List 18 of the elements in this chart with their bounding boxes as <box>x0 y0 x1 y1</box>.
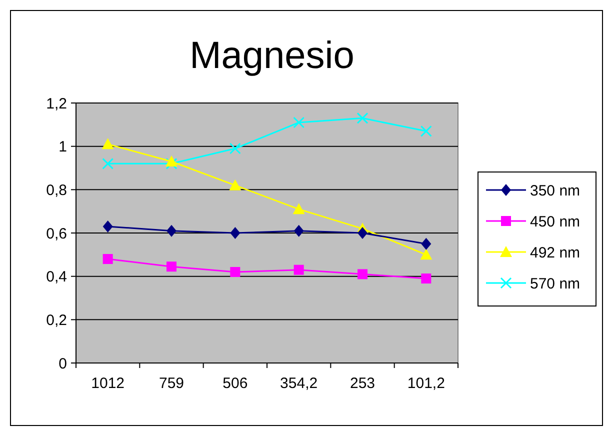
x-tick-label: 101,2 <box>407 375 445 392</box>
legend-label: 350 nm <box>530 182 580 200</box>
x-tick-label: 354,2 <box>280 375 318 392</box>
y-tick-label: 0 <box>58 355 67 372</box>
x-tick-label: 506 <box>222 375 248 392</box>
y-tick-label: 0,8 <box>46 182 67 199</box>
x-tick-label: 1012 <box>91 375 125 392</box>
legend-label: 492 nm <box>530 244 580 262</box>
chart-title: Magnesio <box>190 35 354 77</box>
legend-label: 570 nm <box>530 275 580 292</box>
y-tick-label: 1,2 <box>46 95 67 112</box>
y-tick-label: 0,2 <box>46 312 67 329</box>
y-tick-label: 1 <box>58 138 67 156</box>
x-tick-label: 759 <box>158 375 184 392</box>
y-tick-label: 0,4 <box>46 268 67 286</box>
legend-label: 450 nm <box>530 213 580 230</box>
y-tick-label: 0,6 <box>46 225 67 242</box>
x-tick-label: 253 <box>350 375 376 392</box>
